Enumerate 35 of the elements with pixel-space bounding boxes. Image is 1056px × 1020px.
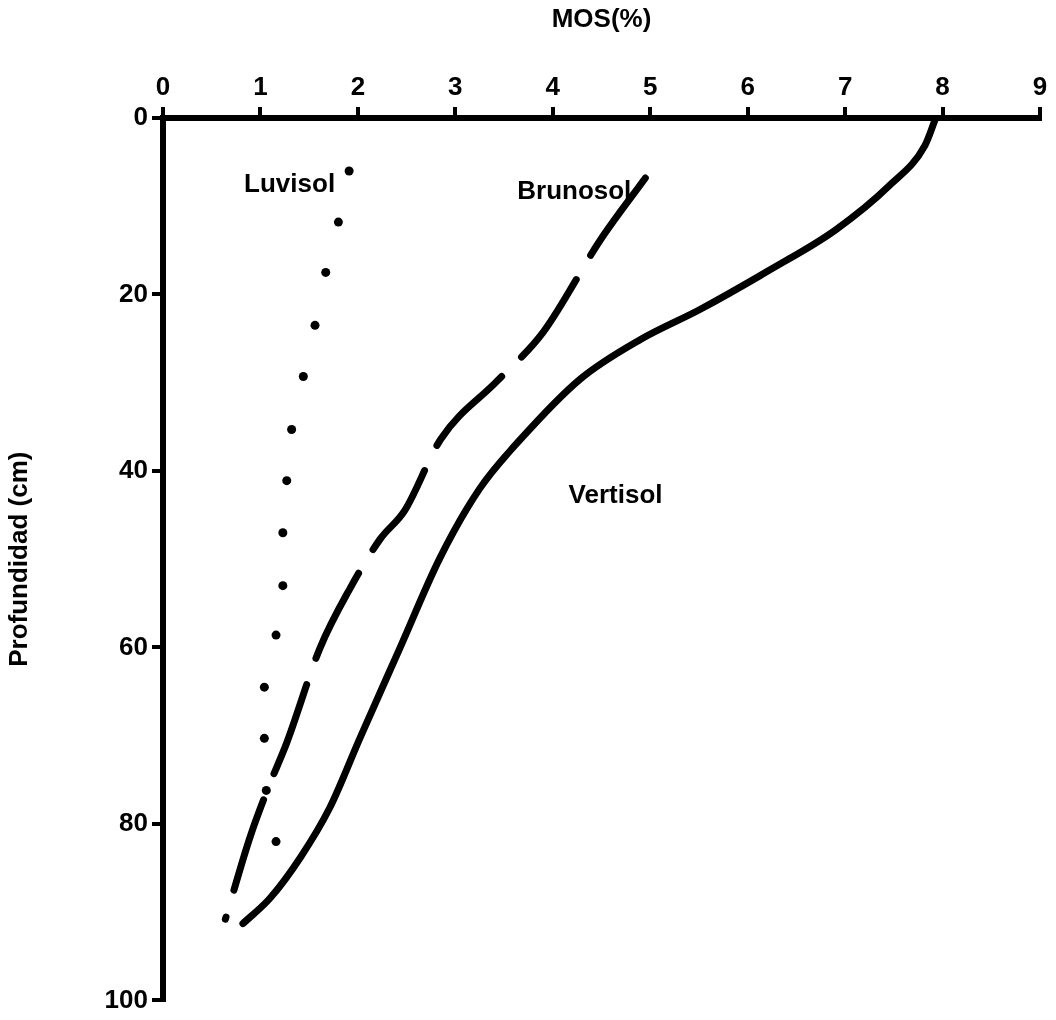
- point: [287, 424, 297, 434]
- point: [278, 528, 288, 538]
- y-tick-label: 100: [104, 983, 148, 1014]
- series-label: Brunosol: [517, 175, 632, 206]
- x-tick-label: 5: [642, 70, 658, 101]
- text: Vertisol: [568, 479, 663, 510]
- point: [333, 217, 343, 227]
- point: [310, 320, 320, 330]
- y-axis-title: Profundidad (cm): [2, 451, 33, 667]
- point: [278, 581, 288, 591]
- x-tick-label: 8: [935, 70, 950, 101]
- x-axis-title: MOS(%): [551, 2, 652, 33]
- x-tick-label: 1: [253, 70, 268, 101]
- series-label: Luvisol: [244, 168, 336, 199]
- x-tick-label: 6: [740, 70, 755, 101]
- x-tick-label: 2: [350, 70, 366, 101]
- point: [298, 372, 308, 382]
- point: [344, 166, 354, 176]
- point: [261, 785, 271, 795]
- y-tick-label: 60: [119, 630, 148, 661]
- y-tick-label: 0: [133, 101, 148, 132]
- point: [259, 733, 269, 743]
- point: [271, 837, 281, 847]
- x-tick-label: 9: [1032, 70, 1048, 101]
- y-tick-label: 40: [119, 454, 148, 485]
- x-tick-label: 0: [155, 70, 171, 101]
- x-tick-label: 7: [837, 70, 853, 101]
- y-tick-label: 80: [119, 807, 148, 838]
- x-tick-label: 4: [545, 70, 561, 101]
- y-tick-label: 20: [119, 277, 148, 308]
- point: [259, 682, 269, 692]
- x-tick-label: 3: [448, 70, 463, 101]
- point: [282, 476, 292, 486]
- point: [271, 630, 281, 640]
- point: [321, 267, 331, 277]
